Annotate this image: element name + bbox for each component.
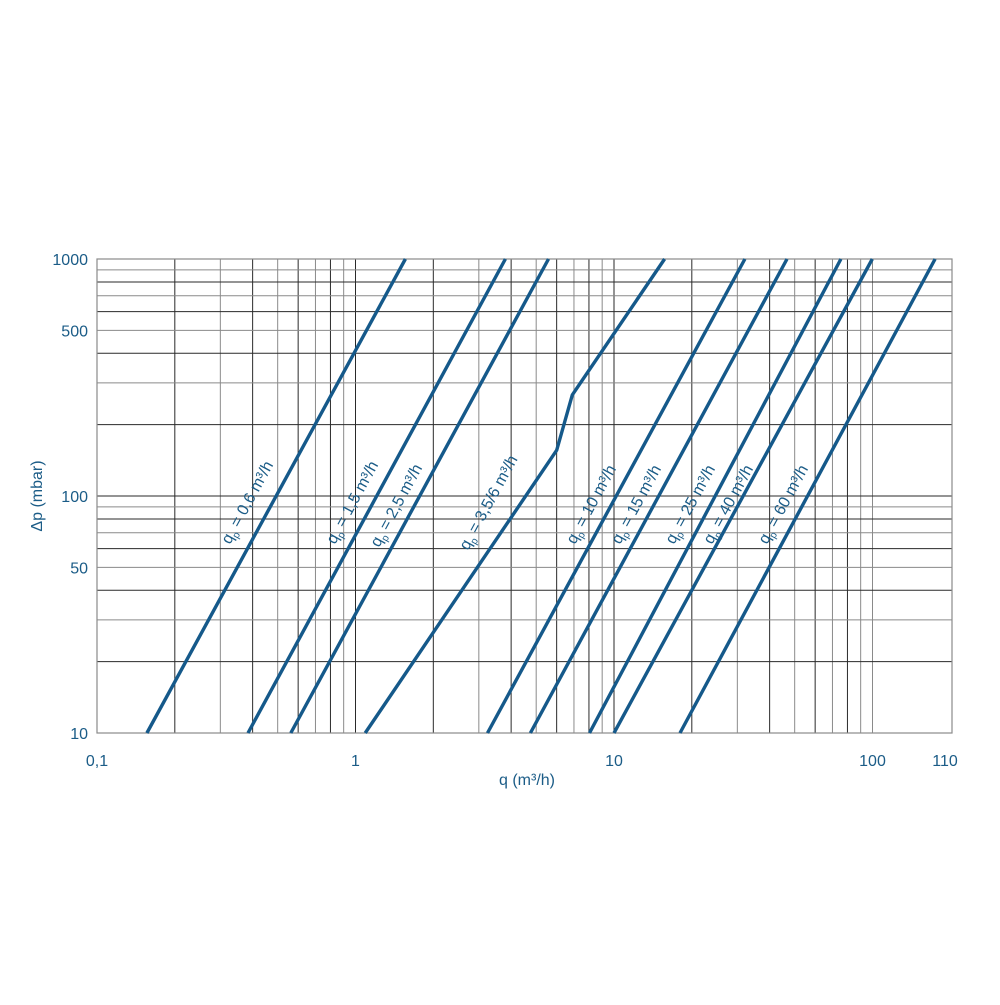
y-tick-label: 50 <box>70 560 88 577</box>
series-label: qp = 3,5/6 m³/h <box>457 453 525 555</box>
x-tick-label: 0,1 <box>86 753 108 770</box>
x-axis-label: q (m³/h) <box>499 772 555 789</box>
x-tick-label: 100 <box>859 753 886 770</box>
series-line <box>612 258 874 734</box>
series-labels: qp = 0,6 m³/hqp = 1,5 m³/hqp = 2,5 m³/hq… <box>219 453 812 555</box>
series-line <box>528 258 789 734</box>
series-line <box>587 258 843 734</box>
y-tick-label: 500 <box>61 323 88 340</box>
series-line <box>363 258 667 734</box>
x-tick-label: 1 <box>351 753 360 770</box>
series-lines <box>145 258 937 734</box>
series-line <box>145 258 407 734</box>
y-tick-label: 1000 <box>52 252 88 269</box>
series-line <box>246 258 507 734</box>
series-line <box>486 258 747 734</box>
y-tick-label: 100 <box>61 489 88 506</box>
y-axis-label: Δp (mbar) <box>29 460 46 531</box>
series-line <box>289 258 550 734</box>
grid <box>96 258 953 734</box>
y-tick-label: 10 <box>70 726 88 743</box>
series-line <box>678 258 937 734</box>
x-tick-label: 10 <box>605 753 623 770</box>
plot-border <box>96 258 953 734</box>
x-tick-label: 110 <box>932 753 958 770</box>
